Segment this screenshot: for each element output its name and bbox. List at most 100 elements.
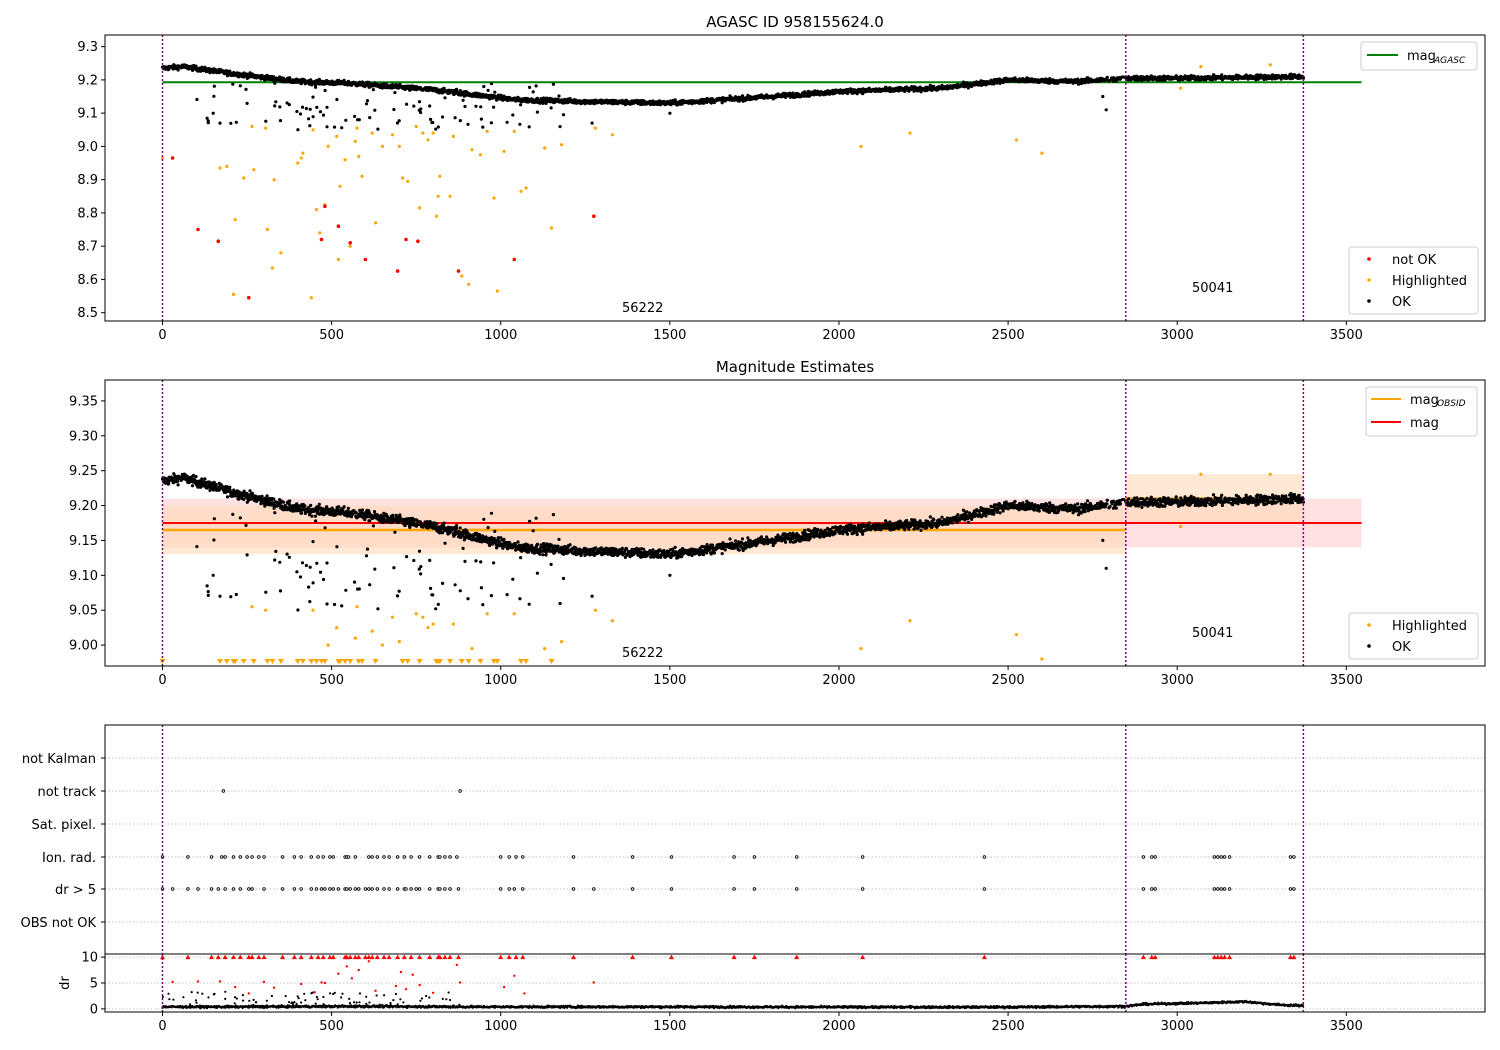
x-tick-label: 500 [319, 328, 344, 343]
ok-point [620, 546, 624, 551]
ok-point [466, 122, 470, 126]
ok-point [513, 542, 517, 546]
not-ok-point [395, 269, 400, 273]
ok-point [624, 547, 629, 551]
ok-point [746, 536, 750, 540]
ok-point [264, 119, 268, 123]
x-tick-label: 1000 [484, 328, 517, 343]
ok-point [357, 118, 361, 122]
highlighted-point [1199, 65, 1203, 69]
ok-point [340, 126, 344, 130]
ok-point [1101, 94, 1105, 99]
highlighted-point [231, 292, 236, 296]
highlighted-point [414, 124, 418, 129]
highlighted-point [265, 227, 269, 232]
ok-point [458, 89, 462, 93]
ok-point [740, 537, 745, 541]
ok-point [463, 104, 467, 109]
ok-point [549, 106, 553, 110]
highlighted-point [436, 194, 440, 198]
ok-point [784, 540, 788, 544]
not-ok-point [170, 156, 175, 160]
y-tick-label: 9.3 [77, 40, 98, 55]
highlighted-point [560, 143, 564, 147]
ok-point [368, 116, 372, 120]
legend-agasc-label: mag [1407, 49, 1436, 64]
ok-point [528, 85, 532, 89]
legend-highlighted-marker [1367, 278, 1371, 282]
y-tick-label: 8.5 [77, 306, 98, 321]
ok-point [318, 110, 323, 114]
ok-point [194, 475, 198, 479]
ok-point [710, 543, 715, 547]
ok-point [310, 514, 314, 518]
panel-magnitude-estimates: Magnitude Estimates 0 500 1000 1500 2000 2500… [69, 358, 1486, 688]
not-ok-point [456, 269, 461, 273]
y-tick-label: 8.7 [77, 240, 98, 255]
not-ok-point [348, 241, 353, 245]
ok-point [833, 532, 837, 536]
ok-point [363, 83, 368, 87]
ok-point [281, 500, 286, 504]
ok-point [702, 553, 706, 557]
ok-point [296, 128, 300, 132]
ok-point [231, 82, 235, 86]
highlighted-point [460, 274, 464, 278]
ok-point [635, 546, 639, 550]
ok-point [544, 553, 548, 557]
ok-point [431, 120, 435, 125]
highlighted-point [296, 161, 300, 165]
ok-point [462, 538, 466, 542]
ok-point [344, 118, 348, 122]
highlighted-point [593, 126, 598, 130]
highlighted-point [279, 251, 283, 255]
ok-point [502, 537, 506, 542]
ok-point [325, 125, 329, 129]
ok-point [167, 481, 171, 485]
ok-point [492, 105, 496, 109]
highlighted-point [524, 186, 528, 190]
highlighted-point [336, 257, 340, 262]
legend-mag-agasc: mag AGASC [1360, 41, 1478, 71]
ok-point [273, 104, 277, 108]
highlighted-point [390, 133, 395, 137]
ok-point [568, 97, 572, 101]
highlighted-point [438, 174, 442, 178]
ok-point [479, 117, 483, 121]
highlighted-point [451, 134, 455, 138]
ok-point [412, 104, 416, 108]
highlighted-point [1268, 63, 1272, 67]
ok-point [371, 88, 375, 92]
highlighted-point [270, 266, 274, 270]
not-ok-point [336, 224, 341, 228]
ok-point [382, 84, 386, 88]
ok-point [519, 103, 523, 107]
ok-point [342, 505, 346, 509]
ok-point [298, 112, 303, 116]
ok-point [200, 477, 204, 481]
ok-point [308, 124, 312, 128]
highlighted-point [343, 158, 347, 162]
ok-point [309, 503, 313, 507]
highlighted-point [338, 184, 342, 188]
ok-point [455, 526, 459, 531]
ok-point [373, 108, 377, 112]
highlighted-point [1014, 138, 1019, 142]
highlighted-point [318, 231, 322, 235]
ok-point [534, 84, 538, 88]
highlighted-point [272, 178, 276, 182]
ok-point [541, 553, 545, 557]
ok-point [435, 522, 439, 526]
ok-point [673, 545, 677, 550]
highlighted-point [859, 144, 863, 148]
ok-point [410, 84, 414, 88]
ok-point [449, 88, 453, 92]
highlighted-point [311, 128, 315, 132]
highlighted-point [467, 282, 471, 286]
ok-point [228, 485, 232, 489]
not-ok-point [512, 257, 517, 262]
ok-point [408, 88, 412, 92]
ok-point [260, 494, 264, 498]
highlighted-point [335, 134, 339, 138]
ok-point [461, 98, 465, 102]
